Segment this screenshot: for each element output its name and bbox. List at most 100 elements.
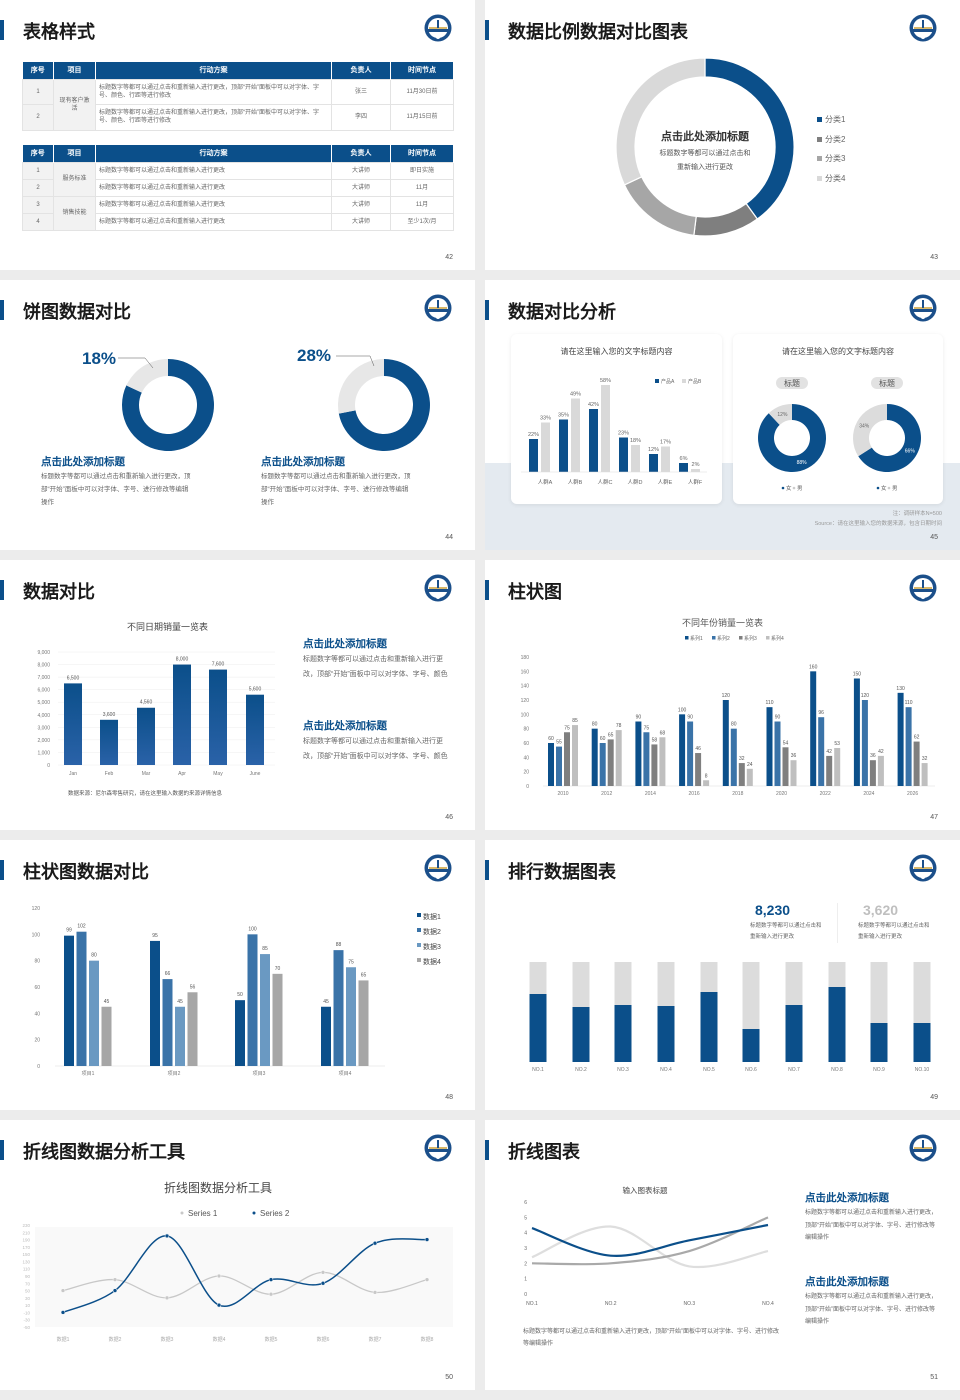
bar-数据2 [333,950,344,1066]
monthly-sales-chart: 0 1,000 2,000 3,000 4,000 5,000 6,000 7,000 8,00… [37,650,275,777]
legend-label: 女 [786,484,792,492]
slide-title: 数据对比分析 [508,302,616,322]
y-tick-label: 0 [47,763,50,769]
card2-title: 请在这里输入您的文字标题内容 [782,347,894,356]
slide-45-data-analysis: 22% 33% 人群A 35% 49% 人群B 42% 58% 人群C 23% 18% 人群D 12% 1… [485,280,960,550]
title-accent-bar [485,300,489,320]
bar-系列4 [877,755,884,786]
legend-swatch [712,636,716,640]
bar-value-label: 120 [861,693,870,699]
bar-产品B [661,446,670,472]
cell-owner: 大讲师 [331,161,391,180]
line-Series-2 [62,1235,428,1314]
cell-no: 2 [22,178,54,197]
cell-plan: 标题数字等都可以通过点击和重新输入进行更改，顶部“开始”面板中可以对字体、字号、… [95,103,332,131]
y-tick-label: 100 [521,712,530,718]
plot-area [35,1227,453,1327]
bar-value-label: 110 [905,700,913,706]
stat-value-1: 8,230 [755,902,791,918]
cell-no: 1 [22,78,54,105]
bar-系列4 [703,780,710,786]
bar-value-label: 2% [692,462,700,468]
x-tick-label: NO.7 [788,1067,800,1073]
legend-swatch [817,136,822,142]
legend-item: 分类2 [817,130,845,150]
y-tick-label: 190 [22,1238,30,1243]
x-tick-label: 2024 [863,791,874,797]
cell-no: 4 [22,212,54,231]
bar-value-label: 53 [834,741,840,747]
header-no: 序号 [22,145,54,162]
category-label: 人群B [568,478,583,486]
data-point [216,1302,222,1308]
cell-time: 至少1次/月 [390,212,454,231]
bar-fill-NO.7 [785,1005,803,1062]
legend-label: 系列2 [717,635,730,642]
bar-value-label: 80 [731,722,737,728]
bar-数据4 [101,1006,112,1066]
block-heading-2: 点击此处添加标题 [303,720,387,732]
percent-label-2: 28% [297,346,332,365]
data-point [372,1290,378,1295]
bar-value-label: 7,600 [212,662,225,668]
cell-owner: 李四 [331,103,391,131]
y-tick-label: 0 [37,1064,40,1070]
x-tick-label: NO.3 [617,1067,629,1073]
slide-43-proportion-donut: 点击此处添加标题 标题数字等都可以通过点击和 重新输入进行更改 分类1 分类2 分类… [485,0,960,270]
line-chart: 230 210 190 170 150 130 110 90 70 50 30 10 -10 -30 -50… [22,1209,453,1343]
category-label: 人群E [658,478,673,486]
legend-label: 分类3 [825,154,846,163]
legend-label: 数据4 [423,957,441,966]
bar-Feb [100,719,118,765]
bar-value-label: 130 [896,686,905,692]
donut-slice-highlight [337,359,384,414]
legend-label: 系列1 [690,635,703,642]
table-row: 4 标题数字等都可以通过点击和重新输入进行更改 大讲师 至少1次/月 [22,212,454,231]
bar-数据1 [64,935,74,1066]
legend-swatch [739,636,743,640]
stat-text-2: 标题数字等都可以通过点击和重新输入进行更改 [858,923,930,940]
bar-value-label: 58% [600,378,611,384]
bar-系列3 [738,763,745,786]
legend-label: 数据2 [423,927,441,936]
bar-value-label: 150 [853,672,862,678]
x-tick-label: 数据3 [161,1336,174,1343]
slide-42-table-style: 序号 项目 行动方案 负责人 时间节点 1 现有客户激活 标题数字等都可以通过点击和重新输入… [0,0,475,270]
bar-May [209,669,227,765]
bar-系列3 [913,741,920,786]
legend-marker [252,1211,256,1215]
bar-value-label: 58 [652,737,658,743]
cell-owner: 张三 [331,78,391,105]
cell-time: 11月15日前 [390,103,454,131]
block-text-2: 标题数字等都可以通过点击和重新输入进行更改，顶部“开始”面板中可以对字体、字号、… [805,1294,938,1325]
header-plan: 行动方案 [95,62,332,79]
bar-fill-NO.5 [700,992,718,1062]
bar-系列2 [687,721,694,786]
bar-value-label: 75 [644,725,650,731]
donut-slice-male [852,404,887,457]
legend-swatch [817,117,822,123]
block-text-2: 标题数字等都可以通过点击和重新输入进行更改，顶部“开始”面板中可以对字体、字号、… [303,738,448,760]
y-tick-label: 2 [524,1261,527,1267]
x-tick-label: NO.4 [762,1301,774,1307]
ranking-bars: NO.1 NO.2 NO.3 NO.4 NO.5 NO.6 NO.7 NO.8 NO.9 NO.1… [529,962,931,1073]
y-tick-label: 60 [523,741,529,747]
title-accent-bar [0,580,4,600]
slide-title: 饼图数据对比 [23,302,131,322]
category-label: 人群C [598,478,613,486]
legend-swatch [766,636,770,640]
bar-value-label: 102 [77,924,86,930]
title-accent-bar [0,860,4,880]
bar-value-label: 24 [747,762,753,768]
bar-数据4 [358,980,369,1066]
university-emblem-icon [424,854,452,882]
bar-系列2 [556,746,562,786]
bar-value-label: 36 [870,753,876,759]
y-tick-label: 40 [523,755,529,761]
university-emblem-icon [909,294,937,322]
y-tick-label: 50 [25,1289,31,1294]
cell-plan: 标题数字等都可以通过点击和重新输入进行更改 [95,178,332,197]
x-tick-label: Mar [142,771,151,777]
x-tick-label: NO.5 [703,1067,715,1073]
action-plan-table-2: 序号 项目 行动方案 负责人 时间节点 1 服务标准 标题数字等都可以通过点击和重新输入进行… [22,145,454,231]
